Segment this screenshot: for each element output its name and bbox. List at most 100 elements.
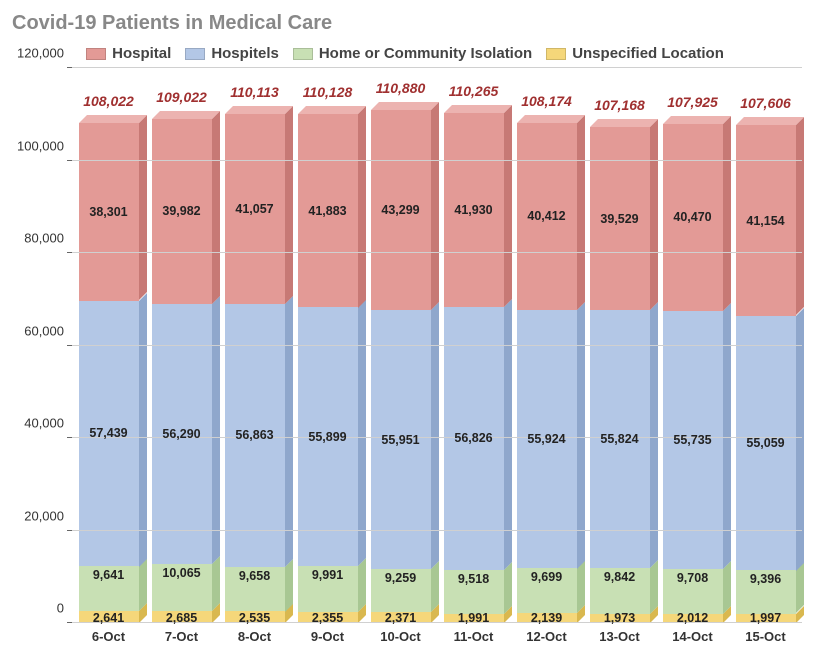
x-axis-label: 11-Oct — [444, 629, 504, 644]
bar-segment-label: 9,842 — [604, 570, 635, 584]
chart-title: Covid-19 Patients in Medical Care — [12, 12, 802, 35]
bar-segment-label: 56,290 — [162, 427, 200, 441]
bar-segment-label: 2,685 — [166, 611, 197, 625]
bar-segment-label: 2,535 — [239, 611, 270, 625]
y-tick — [67, 67, 72, 68]
legend-swatch — [86, 48, 106, 60]
bar-segment-hospital: 40,470 — [663, 124, 723, 311]
bar-group: 110,1132,5359,65856,86341,057 — [225, 114, 285, 623]
bar-total-label: 107,168 — [594, 97, 645, 113]
bar-segment-home: 9,259 — [371, 569, 431, 612]
y-axis-label: 20,000 — [24, 508, 72, 523]
bar-group: 110,8802,3719,25955,95143,299 — [371, 110, 431, 623]
bar-segment-home: 9,842 — [590, 568, 650, 614]
bar-segment-label: 41,883 — [308, 204, 346, 218]
bar-total-label: 107,925 — [667, 94, 718, 110]
legend-item-hospital: Hospital — [86, 45, 171, 62]
grid-line — [72, 252, 802, 253]
bar-total-label: 108,174 — [521, 93, 572, 109]
x-axis-label: 14-Oct — [663, 629, 723, 644]
bar-3d-side — [796, 562, 804, 613]
bar-segment-home: 9,708 — [663, 569, 723, 614]
y-axis-label: 120,000 — [17, 46, 72, 61]
bar-segment-hospitels: 57,439 — [79, 301, 139, 567]
bar-3d-side — [285, 296, 293, 567]
legend-swatch — [546, 48, 566, 60]
legend-label: Hospital — [112, 45, 171, 62]
bar-total-label: 110,880 — [376, 80, 426, 96]
bar-3d-side — [577, 560, 585, 613]
bar-total-label: 108,022 — [83, 93, 134, 109]
bar-total-label: 110,128 — [303, 84, 353, 100]
bar-3d-side — [285, 106, 293, 304]
legend: HospitalHospitelsHome or Community Isola… — [8, 45, 802, 62]
x-axis-label: 9-Oct — [298, 629, 358, 644]
bar-segment-label: 9,396 — [750, 572, 781, 586]
x-axis-labels: 6-Oct7-Oct8-Oct9-Oct10-Oct11-Oct12-Oct13… — [72, 629, 802, 644]
bar-segment-label: 41,057 — [235, 202, 273, 216]
bar-segment-label: 9,259 — [385, 571, 416, 585]
bar-total-label: 110,265 — [449, 83, 499, 99]
bar-3d-side — [796, 117, 804, 315]
y-tick — [67, 622, 72, 623]
legend-swatch — [293, 48, 313, 60]
bar-segment-label: 39,982 — [162, 204, 200, 218]
bar-segment-label: 1,991 — [458, 611, 489, 625]
y-tick — [67, 160, 72, 161]
grid-line — [72, 530, 802, 531]
legend-item-unspecified: Unspecified Location — [546, 45, 724, 62]
bar-segment-home: 9,699 — [517, 568, 577, 613]
bar-3d-side — [504, 105, 512, 307]
bar-3d-side — [139, 115, 147, 300]
bar-segment-label: 40,470 — [673, 210, 711, 224]
bar-segment-home: 9,396 — [736, 570, 796, 613]
y-tick — [67, 530, 72, 531]
bar-segment-hospital: 43,299 — [371, 110, 431, 310]
y-tick — [67, 252, 72, 253]
bars-row: 108,0222,6419,64157,43938,301109,0222,68… — [72, 68, 802, 623]
bar-total-label: 110,113 — [230, 84, 279, 100]
bar-segment-home: 9,641 — [79, 566, 139, 611]
bar-3d-side — [577, 302, 585, 569]
bar-segment-label: 55,924 — [527, 432, 565, 446]
bar-segment-home: 10,065 — [152, 564, 212, 611]
plot-area: 108,0222,6419,64157,43938,301109,0222,68… — [72, 68, 802, 623]
bar-3d-side — [285, 559, 293, 612]
y-axis-label: 100,000 — [17, 138, 72, 153]
bar-segment-label: 10,065 — [162, 566, 200, 580]
bar-segment-label: 55,735 — [673, 433, 711, 447]
bar-segment-label: 9,991 — [312, 568, 343, 582]
bar-3d-side — [504, 562, 512, 614]
bar-group: 107,9252,0129,70855,73540,470 — [663, 124, 723, 623]
legend-item-home: Home or Community Isolation — [293, 45, 532, 62]
bar-3d-top — [444, 105, 512, 113]
bar-segment-hospitels: 56,290 — [152, 304, 212, 564]
bar-3d-top — [225, 106, 293, 114]
bar-segment-label: 56,863 — [235, 428, 273, 442]
bar-total-label: 109,022 — [156, 89, 207, 105]
bar-segment-hospital: 39,529 — [590, 127, 650, 310]
bar-3d-top — [736, 117, 804, 125]
bar-segment-home: 9,658 — [225, 567, 285, 612]
bar-segment-label: 41,930 — [454, 203, 492, 217]
bar-3d-side — [358, 106, 366, 308]
bar-group: 107,6061,9979,39655,05941,154 — [736, 125, 796, 623]
x-axis-label: 7-Oct — [152, 629, 212, 644]
bar-3d-top — [79, 115, 147, 123]
bar-3d-side — [650, 560, 658, 614]
bar-segment-label: 9,699 — [531, 570, 562, 584]
bar-3d-side — [723, 116, 731, 311]
chart-container: Covid-19 Patients in Medical Care Hospit… — [0, 0, 820, 663]
bar-segment-label: 2,371 — [385, 611, 416, 625]
bar-segment-hospital: 39,982 — [152, 119, 212, 304]
bar-segment-hospital: 41,057 — [225, 114, 285, 304]
bar-group: 110,2651,9919,51856,82641,930 — [444, 113, 504, 623]
bar-3d-top — [517, 115, 585, 123]
bar-group: 110,1282,3559,99155,89941,883 — [298, 114, 358, 623]
bar-3d-side — [212, 111, 220, 304]
x-axis-label: 13-Oct — [590, 629, 650, 644]
legend-swatch — [185, 48, 205, 60]
grid-line — [72, 345, 802, 346]
bar-segment-label: 2,012 — [677, 611, 708, 625]
x-axis-label: 12-Oct — [517, 629, 577, 644]
